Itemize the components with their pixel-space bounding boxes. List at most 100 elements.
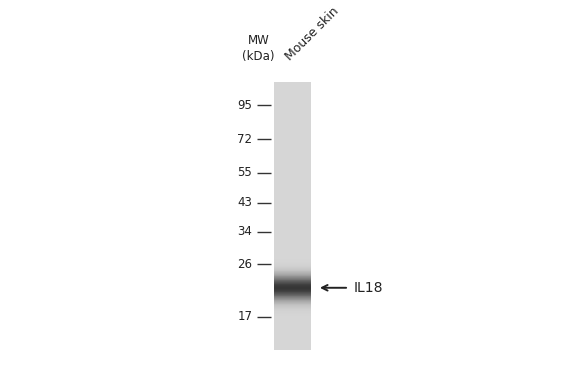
Text: 95: 95 <box>237 99 252 112</box>
Bar <box>274 90 311 91</box>
Bar <box>274 281 311 282</box>
Bar <box>274 347 311 348</box>
Bar <box>274 196 311 197</box>
Bar <box>274 102 311 103</box>
Bar <box>274 136 311 137</box>
Bar <box>274 161 311 162</box>
Text: IL18: IL18 <box>353 281 383 295</box>
Bar <box>274 311 311 312</box>
Bar <box>274 93 311 94</box>
Bar <box>274 291 311 292</box>
Bar <box>274 117 311 118</box>
Bar <box>274 165 311 166</box>
Bar <box>274 284 311 285</box>
Bar <box>274 170 311 171</box>
Bar <box>274 98 311 99</box>
Bar <box>274 112 311 113</box>
Bar <box>274 324 311 325</box>
Bar <box>274 234 311 235</box>
Bar <box>274 259 311 260</box>
Bar <box>274 307 311 308</box>
Bar <box>274 338 311 339</box>
Bar <box>274 342 311 343</box>
Bar <box>274 313 311 314</box>
Bar <box>274 248 311 249</box>
Bar <box>274 240 311 241</box>
Bar <box>274 124 311 125</box>
Bar <box>274 194 311 195</box>
Bar <box>274 128 311 129</box>
Bar <box>274 200 311 201</box>
Bar <box>274 229 311 230</box>
Bar <box>274 283 311 284</box>
Bar <box>274 318 311 319</box>
Bar <box>274 265 311 266</box>
Bar <box>274 186 311 187</box>
Bar <box>274 246 311 247</box>
Bar <box>274 141 311 142</box>
Bar <box>274 237 311 238</box>
Bar <box>274 301 311 302</box>
Bar <box>274 269 311 270</box>
Bar <box>274 285 311 286</box>
Bar <box>274 270 311 271</box>
Bar <box>274 250 311 251</box>
Bar <box>274 139 311 140</box>
Bar <box>274 184 311 185</box>
Bar <box>274 243 311 244</box>
Bar <box>274 333 311 334</box>
Bar <box>274 122 311 123</box>
Bar <box>274 125 311 126</box>
Bar <box>274 83 311 84</box>
Bar <box>274 94 311 95</box>
Bar <box>274 104 311 105</box>
Bar <box>274 282 311 283</box>
Bar <box>274 336 311 337</box>
Bar <box>274 215 311 216</box>
Text: 17: 17 <box>237 310 252 323</box>
Bar <box>274 157 311 158</box>
Bar <box>274 279 311 280</box>
Bar <box>274 151 311 152</box>
Bar <box>274 308 311 309</box>
Bar <box>274 133 311 134</box>
Bar <box>274 276 311 277</box>
Bar <box>274 312 311 313</box>
Bar <box>274 257 311 258</box>
Bar <box>274 348 311 349</box>
Bar <box>274 110 311 111</box>
Bar <box>274 113 311 114</box>
Bar <box>274 95 311 96</box>
Bar <box>274 121 311 122</box>
Bar <box>274 208 311 209</box>
Bar <box>274 155 311 156</box>
Bar <box>274 105 311 106</box>
Bar <box>274 214 311 215</box>
Bar <box>274 153 311 154</box>
Bar <box>274 220 311 221</box>
Bar <box>274 223 311 224</box>
Bar <box>274 339 311 340</box>
Bar <box>274 204 311 205</box>
Bar <box>274 147 311 148</box>
Bar <box>274 172 311 173</box>
Bar <box>274 167 311 168</box>
Bar <box>274 96 311 97</box>
Bar <box>274 226 311 227</box>
Bar <box>274 210 311 211</box>
Bar <box>274 114 311 115</box>
Bar <box>274 217 311 218</box>
Bar <box>274 218 311 219</box>
Bar <box>274 168 311 169</box>
Bar <box>274 253 311 254</box>
Bar <box>274 258 311 259</box>
Bar <box>274 277 311 278</box>
Bar <box>274 337 311 338</box>
Bar <box>274 103 311 104</box>
Bar <box>274 197 311 198</box>
Bar <box>274 263 311 264</box>
Bar <box>274 183 311 184</box>
Text: MW
(kDa): MW (kDa) <box>242 34 275 64</box>
Bar <box>274 327 311 328</box>
Bar <box>274 84 311 85</box>
